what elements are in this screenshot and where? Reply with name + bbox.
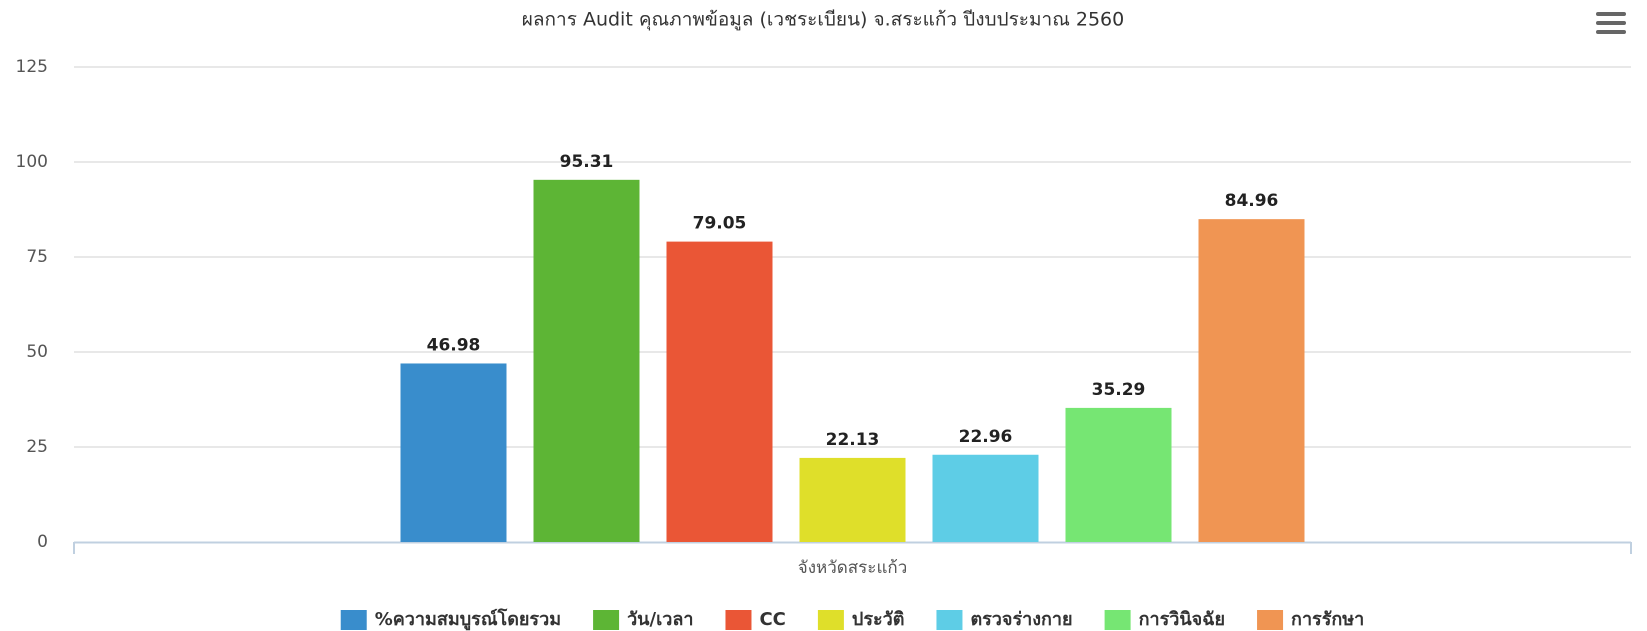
y-tick-label: 25 (26, 437, 48, 457)
data-label: 95.31 (560, 152, 614, 172)
x-tick-label: จังหวัดสระแก้ว (798, 558, 908, 578)
legend-swatch (936, 610, 963, 630)
legend-swatch (593, 610, 620, 630)
legend-label: การวินิจฉัย (1139, 609, 1225, 630)
y-tick-label: 50 (26, 342, 48, 362)
legend-swatch (1257, 610, 1284, 630)
y-tick-label: 0 (37, 532, 48, 552)
legend-label: ตรวจร่างกาย (970, 609, 1072, 630)
menu-line (1596, 30, 1626, 34)
legend-swatch (725, 610, 752, 630)
chart-title: ผลการ Audit คุณภาพข้อมูล (เวชระเบียน) จ.… (522, 9, 1124, 32)
legend-label: %ความสมบูรณ์โดยรวม (375, 608, 561, 631)
y-tick-label: 125 (16, 57, 48, 77)
y-tick-label: 100 (16, 152, 48, 172)
legend-swatch (1104, 610, 1131, 630)
legend-label: วัน/เวลา (627, 609, 693, 630)
menu-line (1596, 21, 1626, 25)
bar (932, 454, 1039, 542)
data-label: 46.98 (427, 335, 481, 355)
y-tick-label: 75 (26, 247, 48, 267)
bar (666, 241, 773, 543)
bar (400, 363, 507, 542)
data-label: 84.96 (1225, 191, 1279, 211)
legend-label: การรักษา (1291, 609, 1364, 630)
legend-swatch (340, 610, 367, 630)
legend-label: ประวัติ (852, 609, 905, 630)
menu-line (1596, 12, 1626, 16)
bar (1065, 407, 1172, 542)
bar (533, 179, 640, 542)
bar (799, 457, 906, 542)
menu-button[interactable] (1596, 12, 1626, 34)
bar (1198, 219, 1305, 543)
data-label: 22.96 (959, 427, 1013, 447)
data-label: 35.29 (1092, 380, 1146, 400)
legend-swatch (817, 610, 844, 630)
data-label: 22.13 (826, 430, 880, 450)
data-label: 79.05 (693, 214, 747, 234)
legend-label: CC (759, 609, 785, 630)
